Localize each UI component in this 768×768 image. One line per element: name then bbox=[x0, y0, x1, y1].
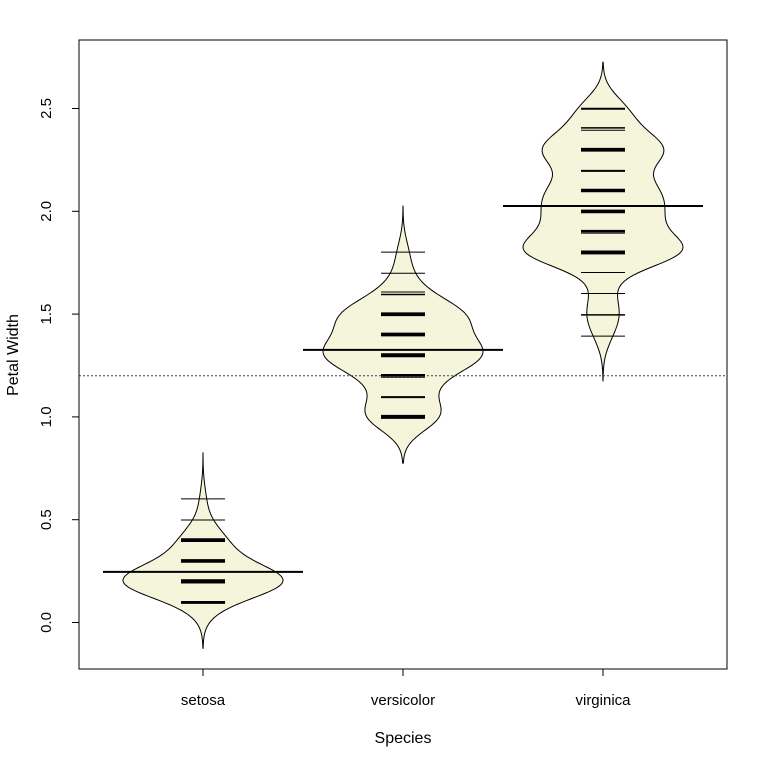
y-tick-label: 2.5 bbox=[38, 98, 55, 119]
y-tick-label: 1.0 bbox=[38, 406, 55, 427]
x-axis: setosa versicolor virginica bbox=[181, 669, 631, 709]
x-tick-label-versicolor: versicolor bbox=[371, 692, 435, 709]
bean-setosa bbox=[122, 452, 284, 649]
y-tick-label: 0.5 bbox=[38, 509, 55, 530]
x-tick-label-setosa: setosa bbox=[181, 692, 226, 709]
y-tick-label: 2.0 bbox=[38, 201, 55, 222]
y-tick-label: 1.5 bbox=[38, 304, 55, 325]
marks-layer bbox=[79, 107, 727, 604]
x-tick-label-virginica: virginica bbox=[575, 692, 631, 709]
bean-virginica bbox=[522, 61, 684, 382]
y-axis: 0.0 0.5 1.0 1.5 2.0 2.5 bbox=[38, 98, 79, 633]
y-axis-label: Petal Width bbox=[5, 314, 22, 396]
x-axis-label: Species bbox=[375, 730, 432, 747]
y-tick-label: 0.0 bbox=[38, 612, 55, 633]
